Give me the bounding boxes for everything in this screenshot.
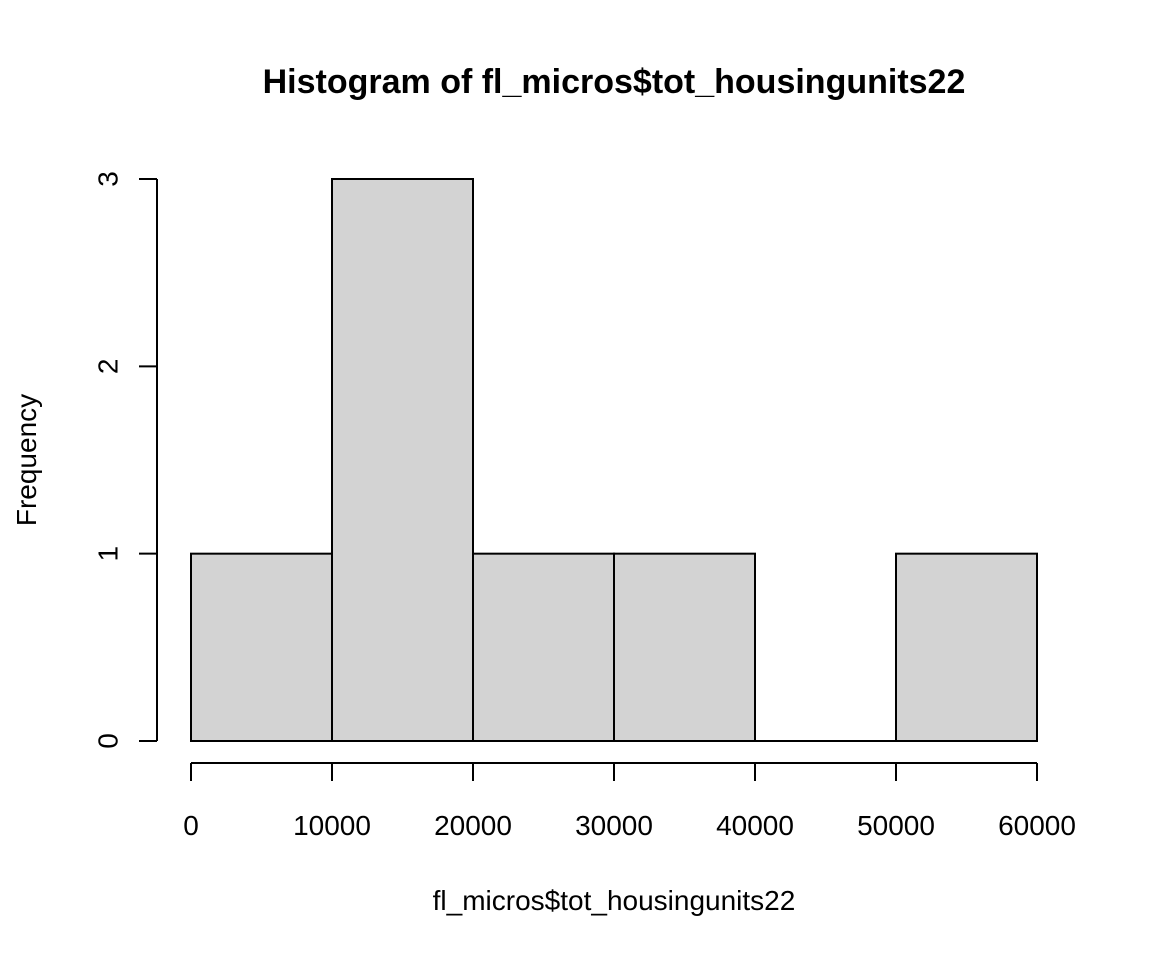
x-tick-label-1: 10000 — [293, 810, 371, 841]
x-tick-label-3: 30000 — [575, 810, 653, 841]
chart-title: Histogram of fl_micros$tot_housingunits2… — [263, 63, 966, 101]
histogram-bar-0 — [190, 552, 333, 743]
y-tick-label-2: 2 — [92, 359, 123, 375]
x-tick-label-4: 40000 — [716, 810, 794, 841]
x-axis-label: fl_micros$tot_housingunits22 — [433, 885, 796, 916]
x-tick-label-2: 20000 — [434, 810, 512, 841]
x-tick-label-6: 60000 — [998, 810, 1076, 841]
y-tick-label-0: 0 — [92, 733, 123, 749]
y-tick-label-3: 3 — [92, 171, 123, 187]
bars-group — [190, 178, 1038, 743]
y-axis: 0 1 2 3 — [92, 171, 158, 749]
y-tick-label-1: 1 — [92, 546, 123, 562]
histogram-bar-2 — [472, 552, 615, 743]
x-axis: 0 10000 20000 30000 40000 50000 60000 — [183, 762, 1076, 841]
histogram-bar-5 — [895, 552, 1038, 743]
histogram-bar-3 — [613, 552, 756, 743]
histogram-bar-1 — [331, 178, 474, 742]
y-axis-label: Frequency — [11, 394, 42, 526]
x-tick-label-0: 0 — [183, 810, 199, 841]
x-tick-label-5: 50000 — [857, 810, 935, 841]
